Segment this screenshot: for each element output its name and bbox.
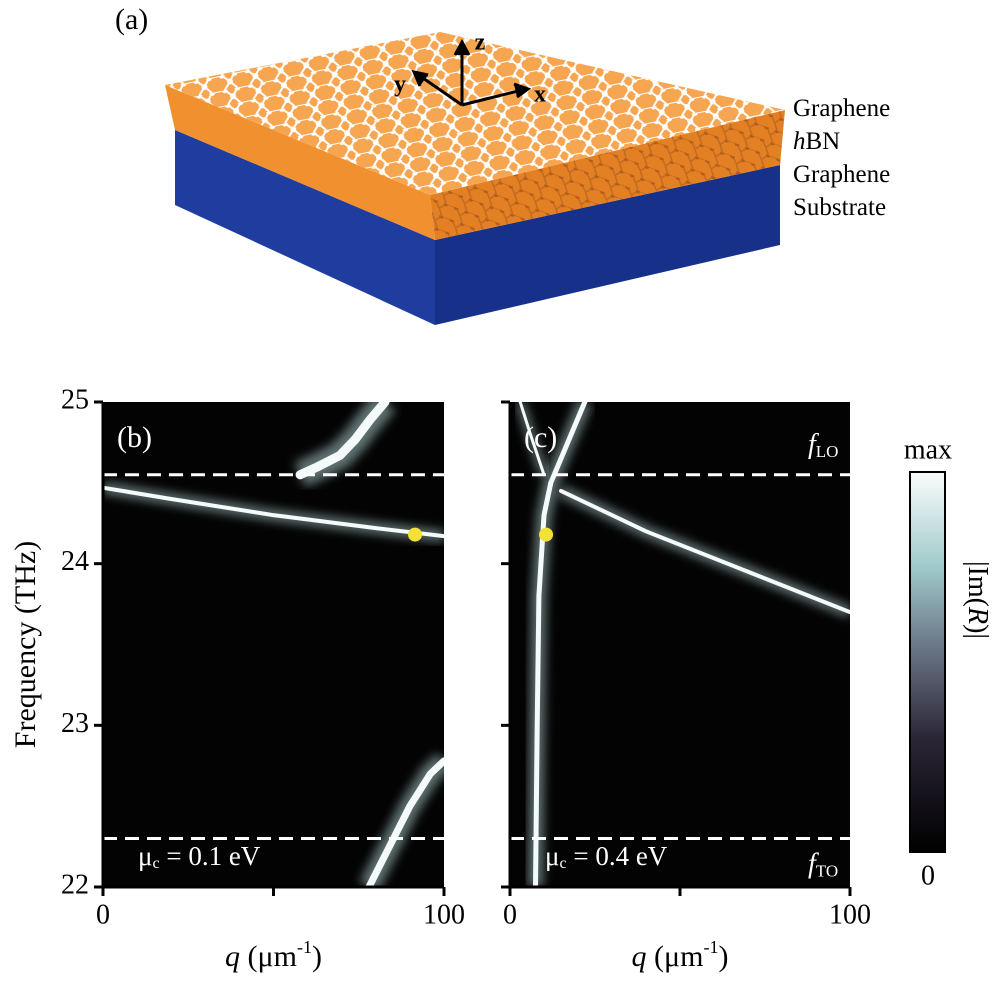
- x-label-unit: (μm: [240, 940, 297, 973]
- curves: [515, 402, 850, 887]
- line-label-part: f: [808, 849, 819, 880]
- y-tick-label: 23: [61, 708, 89, 739]
- layer-label-part: Graphene: [793, 161, 890, 188]
- axis-letter: z: [475, 30, 486, 56]
- x-label-sup: -1: [703, 937, 718, 957]
- illustration: [165, 32, 785, 325]
- annotation-text: = 0.1 eV: [160, 841, 261, 871]
- substrate-left: [175, 130, 435, 325]
- colorbar: [909, 471, 946, 853]
- chart-1: (c) μc = 0.4 eV 0 100 q (μm-1): [501, 400, 871, 973]
- x-axis-label: q (μm-1): [632, 937, 729, 973]
- x-label-unit: (μm: [647, 940, 704, 973]
- marker: [539, 527, 554, 542]
- colorbar-label-var: R: [962, 606, 993, 624]
- line-label: fTO: [808, 849, 838, 880]
- layer-label: Substrate: [793, 194, 886, 221]
- dispersion-curve: [365, 757, 444, 887]
- layer-label-part: BN: [806, 128, 841, 155]
- colorbar-min: 0: [921, 860, 935, 891]
- dispersion-curve: [295, 402, 390, 480]
- x-label-var: q: [632, 940, 647, 973]
- x-label-close: ): [718, 940, 728, 973]
- layer-label: Graphene: [793, 161, 890, 188]
- x-label-sup: -1: [297, 937, 312, 957]
- y-tick-label: 24: [61, 546, 89, 577]
- panel-label: (a): [115, 3, 148, 36]
- annotation: μc = 0.1 eV: [138, 841, 261, 871]
- colorbar-label-pre: |Im(: [962, 561, 993, 607]
- dispersion-curve: [559, 488, 850, 615]
- marker: [408, 527, 423, 542]
- x-axis-label: q (μm-1): [225, 937, 322, 973]
- y-axis-label: Frequency (THz): [9, 541, 42, 748]
- layer-label: Graphene: [793, 95, 890, 122]
- axis-letter: x: [534, 82, 546, 108]
- line-label: fLO: [808, 429, 838, 460]
- hbn-lattice: [430, 110, 785, 240]
- line-label-part: f: [808, 429, 819, 460]
- line-label-sub: TO: [816, 861, 838, 880]
- x-tick-label: 100: [423, 899, 465, 930]
- layer-label-part: Substrate: [793, 194, 886, 221]
- colorbar-label: |Im(R)|: [962, 561, 993, 639]
- annotation-text: = 0.4 eV: [567, 841, 668, 871]
- colorbar-label-post: )|: [962, 624, 993, 639]
- y-tick-label: 22: [61, 869, 89, 900]
- layer-label-part: Graphene: [793, 95, 890, 122]
- x-label-close: ): [312, 940, 322, 973]
- graphene-lattice: [165, 32, 785, 195]
- y-tick-label: 25: [61, 384, 89, 415]
- line-label-sub: LO: [816, 442, 839, 461]
- x-tick-label: 0: [96, 899, 110, 930]
- heatmap-background: [510, 402, 850, 887]
- dispersion-curve: [518, 402, 546, 477]
- layer-label-part: h: [793, 128, 806, 155]
- substrate-right: [435, 165, 780, 325]
- annotation-sub: c: [559, 855, 566, 872]
- chart-0: (b) μc = 0.1 eV 22 23 24 25 0 100 q (μm-1) Freque…: [9, 384, 465, 972]
- annotation: μc = 0.4 eV: [545, 841, 668, 871]
- axes-arrows: [411, 38, 532, 107]
- annotation-symbol: μ: [138, 841, 152, 871]
- x-label-var: q: [225, 940, 240, 973]
- curves: [103, 402, 444, 887]
- x-tick-label: 0: [503, 899, 517, 930]
- panel-label: (b): [117, 421, 152, 454]
- layer-label: hBN: [793, 128, 840, 155]
- annotation-symbol: μ: [545, 841, 559, 871]
- axis-letter: y: [394, 72, 406, 98]
- hbn-left: [165, 85, 435, 240]
- annotation-sub: c: [152, 855, 159, 872]
- panel-label: (c): [524, 421, 557, 454]
- dispersion-curve: [103, 485, 444, 539]
- colorbar-max: max: [904, 434, 952, 465]
- x-tick-label: 100: [829, 899, 871, 930]
- dispersion-curve: [533, 402, 588, 887]
- heatmap-background: [103, 402, 444, 887]
